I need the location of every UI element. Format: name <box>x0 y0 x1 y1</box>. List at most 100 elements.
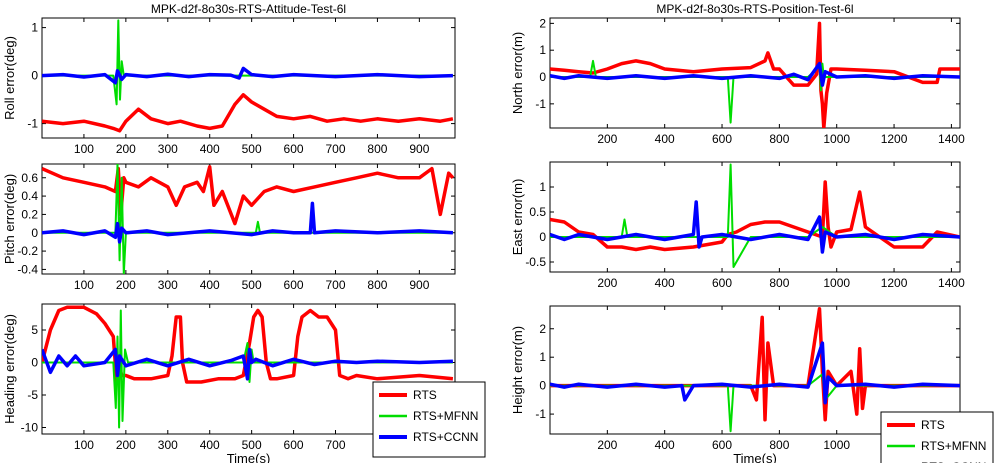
chart-height: 200 400 600 800 1000 -1 0 1 2 Height error(m) Time… <box>510 305 994 463</box>
legend-label: RTS <box>413 388 437 402</box>
series-line-rts-ccnn <box>550 200 960 254</box>
x-tick-label: 100 <box>74 142 94 156</box>
chart-pitch: 100 200 300 400 500 600 700 800 900 -0.4 -0.2 0 0.2 0… <box>2 163 456 292</box>
x-tick-label: 1400 <box>938 276 965 290</box>
series-group <box>550 163 960 268</box>
x-tick-label: 300 <box>158 278 178 292</box>
x-tick-label: 600 <box>284 278 304 292</box>
y-tick-label: 1 <box>539 350 546 364</box>
y-tick-label: -0.2 <box>17 244 38 258</box>
x-tick-label: 700 <box>325 278 345 292</box>
y-axis-label: North error(m) <box>510 32 525 114</box>
x-tick-label: 600 <box>712 132 732 146</box>
series-group <box>550 21 960 128</box>
y-tick-label: 1 <box>539 180 546 194</box>
series-line-rts-ccnn <box>42 347 453 381</box>
series-line-rts-ccnn <box>42 201 453 244</box>
series-line-rts <box>42 165 455 226</box>
x-tick-label: 400 <box>200 278 220 292</box>
chart-east: 200 400 600 800 1000 1200 1400 -0.5 0 0.5 1 East er… <box>510 161 965 290</box>
y-tick-label: 2 <box>539 322 546 336</box>
x-tick-label: 800 <box>769 438 789 452</box>
x-tick-label: 500 <box>242 142 262 156</box>
legend-label: RTS+CCNN <box>413 430 478 444</box>
y-tick-label: 2 <box>539 16 546 30</box>
plot-area <box>41 163 456 275</box>
y-tick-label: 1 <box>31 21 38 35</box>
legend-label: RTS+CCNN <box>921 460 986 463</box>
x-tick-label: 600 <box>712 276 732 290</box>
y-tick-label: -1 <box>535 407 546 421</box>
x-tick-label: 1000 <box>823 276 850 290</box>
x-tick-label: 600 <box>284 438 304 452</box>
y-tick-label: -1 <box>535 97 546 111</box>
y-axis-label: Pitch error(deg) <box>2 174 17 264</box>
x-tick-label: 200 <box>116 142 136 156</box>
series-line-rts-ccnn <box>550 61 960 87</box>
x-tick-label: 200 <box>597 132 617 146</box>
x-tick-label: 300 <box>158 438 178 452</box>
y-tick-label: 0.5 <box>529 205 546 219</box>
chart-title: MPK-d2f-8o30s-RTS-Attitude-Test-6l <box>151 2 346 16</box>
chart-north: MPK-d2f-8o30s-RTS-Position-Test-6l 200 400… <box>510 2 965 146</box>
series-group <box>42 305 454 429</box>
x-tick-label: 200 <box>116 278 136 292</box>
x-tick-label: 800 <box>769 132 789 146</box>
y-tick-label: -5 <box>27 388 38 402</box>
series-line-rts-ccnn <box>550 341 960 405</box>
y-tick-label: 0 <box>539 230 546 244</box>
y-axis-label: East error(m) <box>510 179 525 256</box>
legend: RTS RTS+MFNN RTS+CCNN <box>372 381 486 458</box>
x-tick-label: 600 <box>284 142 304 156</box>
y-tick-label: 0.2 <box>21 207 38 221</box>
legend-label: RTS <box>921 418 945 432</box>
y-tick-label: 0.6 <box>21 171 38 185</box>
x-tick-label: 1000 <box>823 438 850 452</box>
chart-title: MPK-d2f-8o30s-RTS-Position-Test-6l <box>656 2 853 16</box>
x-tick-label: 500 <box>242 438 262 452</box>
x-tick-label: 600 <box>712 438 732 452</box>
y-tick-label: 0 <box>539 379 546 393</box>
x-tick-label: 1200 <box>881 132 908 146</box>
x-tick-label: 300 <box>158 142 178 156</box>
x-tick-label: 200 <box>597 438 617 452</box>
x-tick-label: 400 <box>655 438 675 452</box>
series-line-rts-ccnn <box>42 66 453 85</box>
x-tick-label: 1400 <box>938 132 965 146</box>
x-tick-label: 400 <box>655 132 675 146</box>
chart-roll: MPK-d2f-8o30s-RTS-Attitude-Test-6l 100 200… <box>2 2 456 156</box>
y-tick-label: 5 <box>31 323 38 337</box>
x-tick-label: 100 <box>74 278 94 292</box>
x-tick-label: 1200 <box>881 276 908 290</box>
x-tick-label: 700 <box>325 142 345 156</box>
y-tick-label: 1 <box>539 43 546 57</box>
series-group <box>550 307 960 433</box>
x-tick-label: 900 <box>409 278 429 292</box>
y-axis-label: Height error(m) <box>510 326 525 414</box>
x-tick-label: 400 <box>200 142 220 156</box>
x-tick-label: 700 <box>325 438 345 452</box>
x-tick-label: 200 <box>116 438 136 452</box>
x-tick-label: 800 <box>367 142 387 156</box>
x-tick-label: 500 <box>242 278 262 292</box>
x-tick-label: 800 <box>367 278 387 292</box>
y-tick-label: -0.4 <box>17 262 38 276</box>
plot-area <box>549 161 961 273</box>
x-tick-label: 400 <box>200 438 220 452</box>
y-tick-label: 0.4 <box>21 189 38 203</box>
legend: RTS RTS+MFNN RTS+CCNN <box>880 411 994 463</box>
series-line-rts <box>550 180 960 252</box>
y-tick-label: -0.5 <box>525 255 546 269</box>
series-line-rts <box>42 93 454 133</box>
y-tick-label: 0 <box>31 226 38 240</box>
series-group <box>42 19 454 133</box>
x-tick-label: 900 <box>409 142 429 156</box>
legend-label: RTS+MFNN <box>921 439 986 453</box>
x-tick-label: 1000 <box>823 132 850 146</box>
y-tick-label: 0 <box>31 69 38 83</box>
x-tick-label: 400 <box>655 276 675 290</box>
x-tick-label: 200 <box>597 276 617 290</box>
x-axis-label: Time(s) <box>227 451 271 463</box>
